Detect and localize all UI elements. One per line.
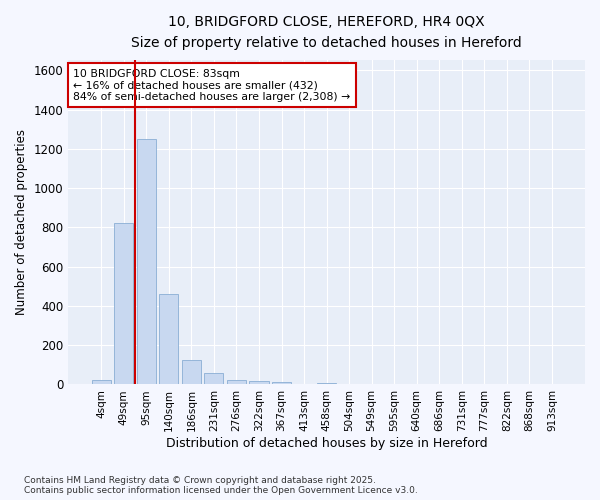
Bar bbox=[227, 380, 246, 384]
Text: 10 BRIDGFORD CLOSE: 83sqm
← 16% of detached houses are smaller (432)
84% of semi: 10 BRIDGFORD CLOSE: 83sqm ← 16% of detac… bbox=[73, 68, 350, 102]
Bar bbox=[317, 383, 336, 384]
Title: 10, BRIDGFORD CLOSE, HEREFORD, HR4 0QX
Size of property relative to detached hou: 10, BRIDGFORD CLOSE, HEREFORD, HR4 0QX S… bbox=[131, 15, 522, 50]
X-axis label: Distribution of detached houses by size in Hereford: Distribution of detached houses by size … bbox=[166, 437, 487, 450]
Bar bbox=[114, 224, 133, 384]
Y-axis label: Number of detached properties: Number of detached properties bbox=[15, 130, 28, 316]
Bar bbox=[205, 373, 223, 384]
Bar bbox=[92, 380, 111, 384]
Bar bbox=[137, 140, 156, 384]
Text: Contains HM Land Registry data © Crown copyright and database right 2025.
Contai: Contains HM Land Registry data © Crown c… bbox=[24, 476, 418, 495]
Bar bbox=[250, 381, 269, 384]
Bar bbox=[272, 382, 291, 384]
Bar bbox=[182, 360, 201, 384]
Bar bbox=[159, 294, 178, 384]
